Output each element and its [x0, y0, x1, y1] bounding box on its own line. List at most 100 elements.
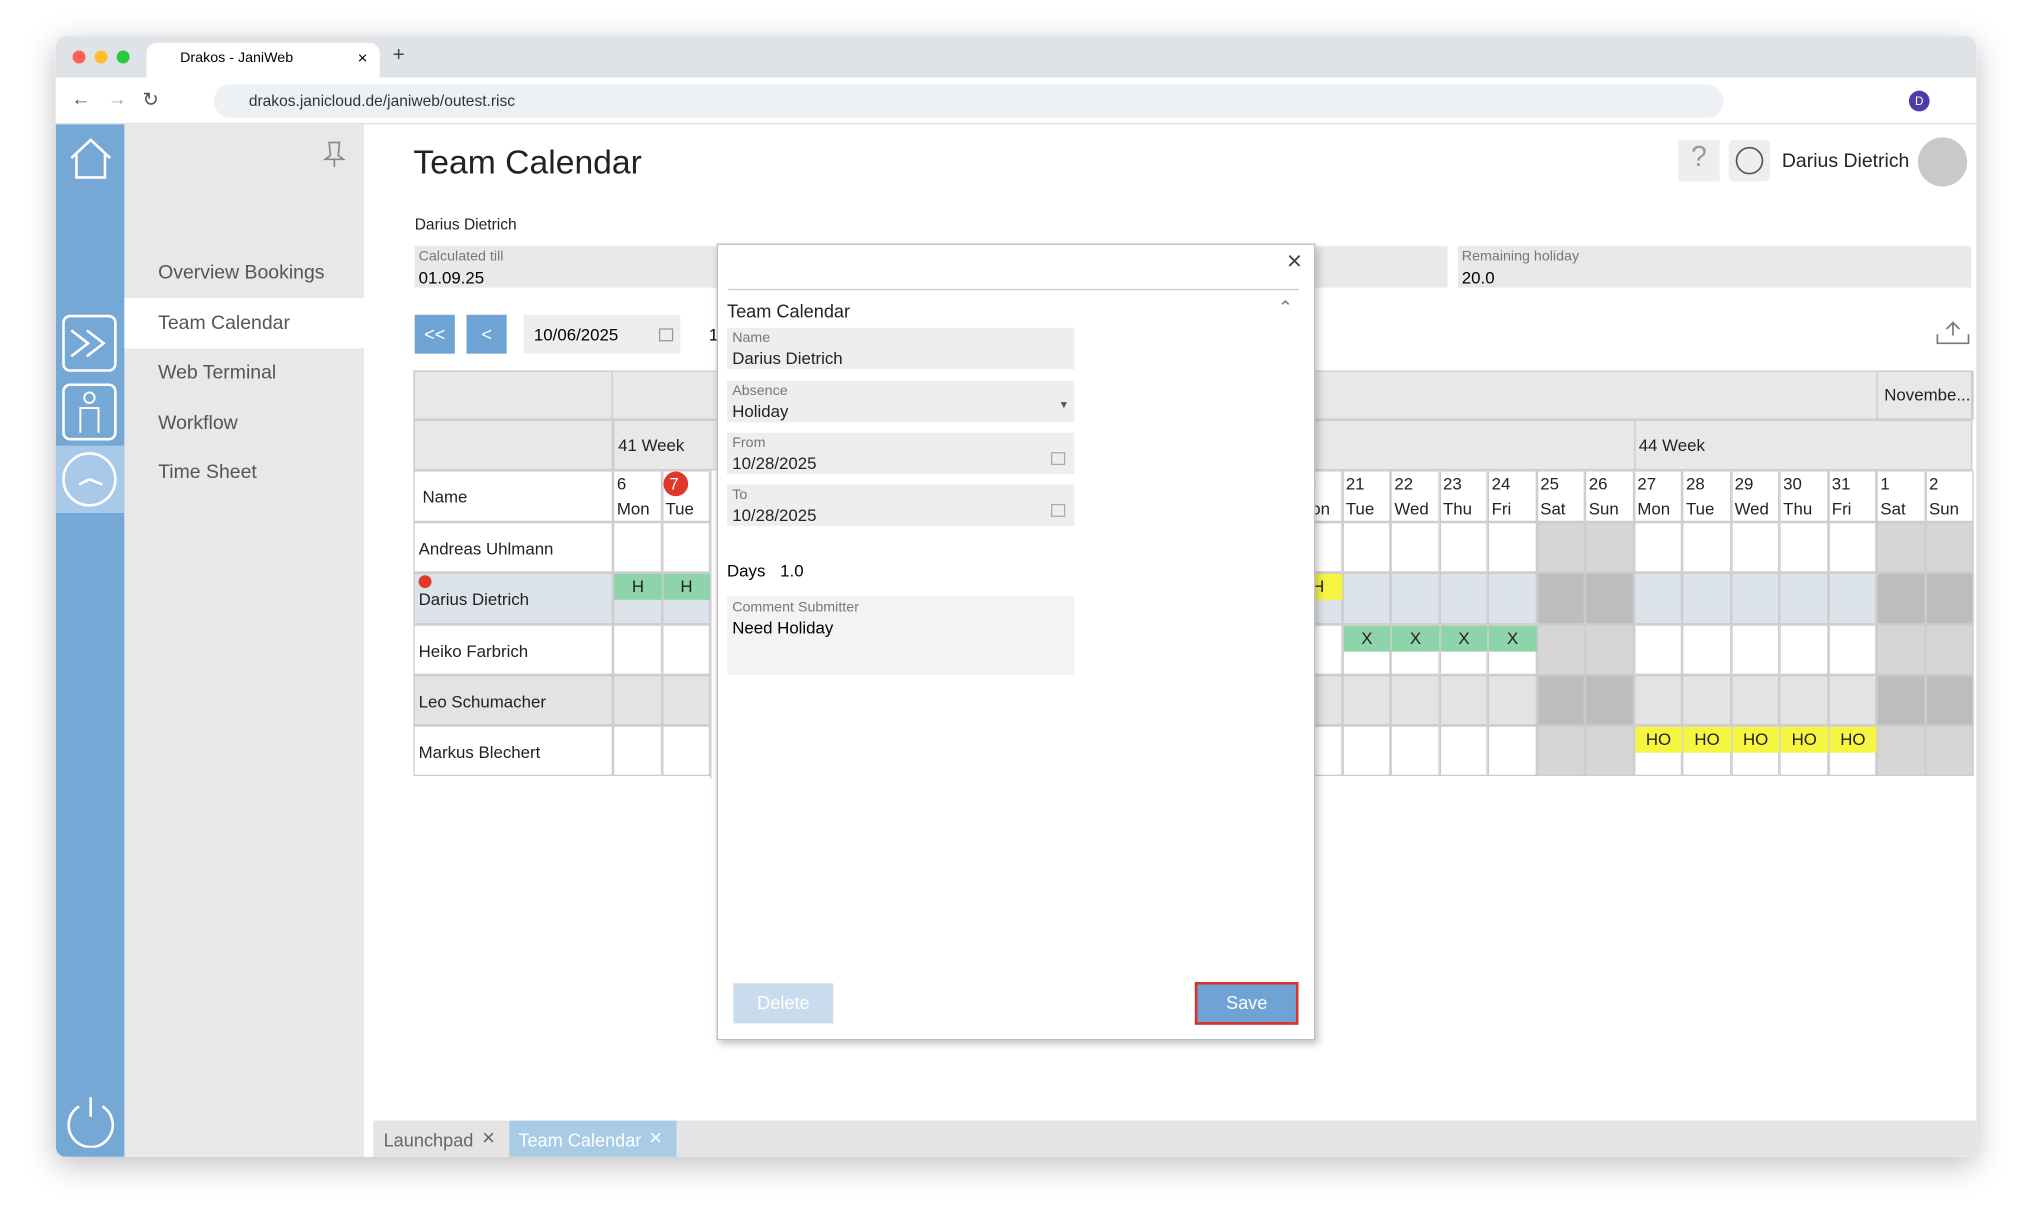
- day-cell[interactable]: [1682, 623, 1731, 675]
- day-cell[interactable]: [1779, 522, 1828, 573]
- delete-button[interactable]: Delete: [733, 983, 834, 1024]
- menu-item[interactable]: Workflow: [124, 397, 364, 448]
- comment[interactable]: Comment Submitter Need Holiday: [727, 595, 1075, 675]
- new-tab[interactable]: +: [392, 44, 405, 67]
- day-cell[interactable]: [1682, 572, 1731, 624]
- day-cell[interactable]: [1876, 674, 1926, 726]
- day-cell[interactable]: [612, 623, 662, 675]
- day-cell[interactable]: [1827, 572, 1877, 624]
- day-cell[interactable]: [1779, 623, 1828, 675]
- day-cell[interactable]: [1341, 572, 1391, 624]
- day-cell[interactable]: [1487, 674, 1537, 726]
- day-cell[interactable]: [1584, 572, 1634, 624]
- tab-close[interactable]: ×: [482, 1125, 495, 1151]
- absence-mark[interactable]: HO: [1829, 727, 1877, 753]
- calendar-icon[interactable]: [658, 326, 674, 342]
- home-icon[interactable]: [67, 135, 114, 182]
- browser-tab[interactable]: Drakos - JaniWeb ×: [146, 42, 380, 78]
- day-cell[interactable]: [1876, 572, 1926, 624]
- day-cell[interactable]: [1390, 572, 1440, 624]
- day-cell[interactable]: [1827, 674, 1877, 726]
- menu-item[interactable]: Overview Bookings: [124, 247, 364, 298]
- day-cell[interactable]: [1536, 572, 1585, 624]
- day-cell[interactable]: [1341, 522, 1391, 573]
- menu-item[interactable]: Team Calendar: [124, 297, 365, 348]
- day-cell[interactable]: [1633, 674, 1683, 726]
- absence-mark[interactable]: H: [614, 574, 662, 601]
- absence-mark[interactable]: HO: [1731, 727, 1780, 753]
- absence-mark[interactable]: HO: [1634, 727, 1683, 753]
- day-cell[interactable]: [612, 674, 662, 726]
- day-cell[interactable]: [1730, 623, 1780, 675]
- person-icon[interactable]: [62, 383, 117, 441]
- day-cell[interactable]: [1779, 572, 1828, 624]
- pin-icon[interactable]: [321, 140, 347, 169]
- day-cell[interactable]: [1633, 572, 1683, 624]
- day-cell[interactable]: [612, 522, 662, 573]
- row-name-cell[interactable]: [413, 572, 613, 624]
- day-cell[interactable]: [1390, 522, 1440, 573]
- row-name-cell[interactable]: [413, 623, 613, 675]
- tab[interactable]: Launchpad: [383, 1129, 474, 1151]
- dialog-close[interactable]: ×: [1286, 247, 1302, 276]
- help[interactable]: ?: [1678, 139, 1720, 182]
- day-cell[interactable]: [1536, 623, 1585, 675]
- day-cell[interactable]: [1779, 674, 1828, 726]
- day-cell[interactable]: [1439, 725, 1488, 777]
- day-cell[interactable]: [661, 522, 711, 573]
- absence-mark[interactable]: HO: [1683, 727, 1731, 753]
- tab-close[interactable]: ×: [357, 47, 368, 68]
- date-input[interactable]: 10/06/2025: [523, 314, 681, 354]
- reload[interactable]: ↻: [142, 89, 159, 112]
- close-dot[interactable]: [72, 50, 86, 64]
- save-button[interactable]: Save: [1194, 981, 1299, 1025]
- day-cell[interactable]: [1633, 522, 1683, 573]
- day-cell[interactable]: [1341, 725, 1391, 777]
- power-icon[interactable]: [64, 1093, 118, 1148]
- day-cell[interactable]: [1925, 522, 1974, 573]
- day-cell[interactable]: [1439, 674, 1488, 726]
- row-name-cell[interactable]: [413, 522, 613, 573]
- absence-mark[interactable]: HO: [1780, 727, 1828, 753]
- day-cell[interactable]: [1730, 572, 1780, 624]
- day-cell[interactable]: [1827, 623, 1877, 675]
- day-cell[interactable]: [1390, 725, 1440, 777]
- day-cell[interactable]: [1925, 623, 1974, 675]
- active-tab[interactable]: Team Calendar ×: [509, 1120, 677, 1157]
- absence-mark[interactable]: X: [1440, 625, 1488, 652]
- first-button[interactable]: <<: [414, 314, 455, 354]
- menu-item[interactable]: Time Sheet: [124, 447, 364, 498]
- dropdown-arrow[interactable]: ▼: [1058, 399, 1070, 411]
- export-icon[interactable]: [1935, 319, 1971, 348]
- day-cell[interactable]: [661, 674, 711, 726]
- field[interactable]: From 10/28/2025: [727, 432, 1075, 475]
- day-cell[interactable]: [1536, 522, 1585, 573]
- day-cell[interactable]: [1487, 725, 1537, 777]
- clock-tile[interactable]: [55, 445, 125, 514]
- row-name-cell[interactable]: [413, 725, 613, 777]
- day-cell[interactable]: [1584, 522, 1634, 573]
- absence-mark[interactable]: X: [1391, 625, 1440, 652]
- day-cell[interactable]: [1876, 623, 1926, 675]
- day-cell[interactable]: [1925, 572, 1974, 624]
- prev-button[interactable]: <: [466, 314, 507, 354]
- absence-mark[interactable]: X: [1343, 625, 1391, 652]
- day-cell[interactable]: [612, 725, 662, 777]
- collapse[interactable]: ⌃: [1277, 296, 1293, 318]
- day-cell[interactable]: [1536, 674, 1585, 726]
- row-name-cell[interactable]: [413, 674, 613, 726]
- day-cell[interactable]: [1584, 623, 1634, 675]
- field[interactable]: Absence Holiday ▼: [727, 380, 1075, 423]
- day-cell[interactable]: [1487, 522, 1537, 573]
- day-cell[interactable]: [1439, 572, 1488, 624]
- avatar[interactable]: [1917, 137, 1968, 187]
- min-dot[interactable]: [94, 50, 108, 64]
- field[interactable]: Name Darius Dietrich: [727, 327, 1075, 370]
- day-cell[interactable]: [1487, 572, 1537, 624]
- day-cell[interactable]: [1925, 674, 1974, 726]
- menu-item[interactable]: Web Terminal: [124, 347, 364, 398]
- calendar-icon[interactable]: [1050, 452, 1066, 466]
- back[interactable]: ←: [71, 88, 91, 111]
- chat[interactable]: [1728, 139, 1771, 182]
- day-cell[interactable]: [1584, 725, 1634, 777]
